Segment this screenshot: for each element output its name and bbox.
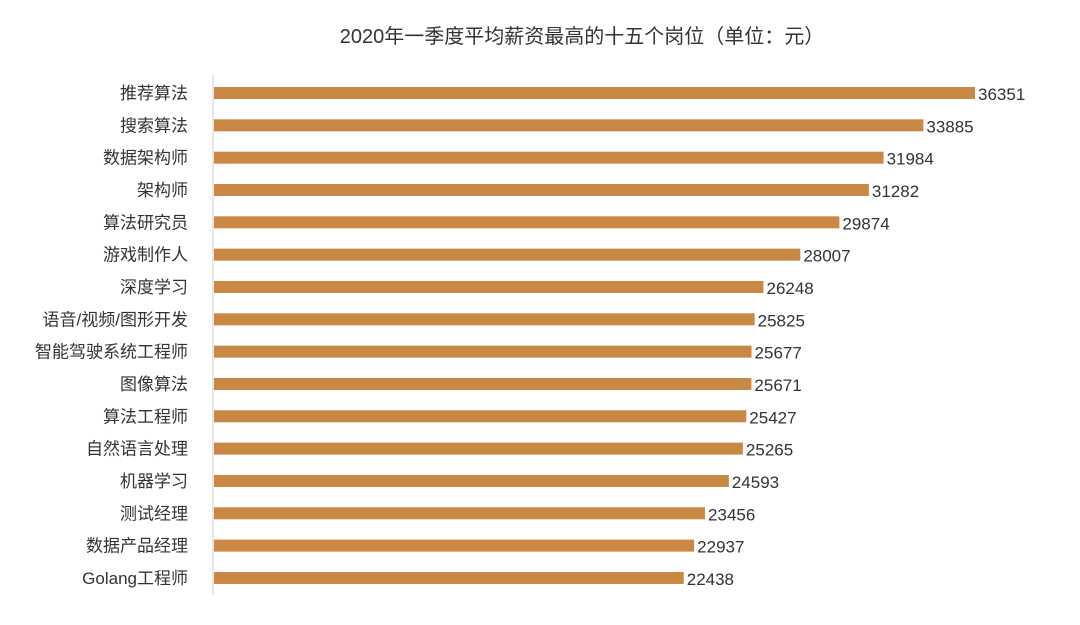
bar xyxy=(214,280,764,293)
category-label: 数据产品经理 xyxy=(86,537,188,556)
data-label: 25677 xyxy=(755,344,802,363)
bar xyxy=(214,442,743,455)
data-label: 22438 xyxy=(687,570,734,589)
bar xyxy=(214,410,747,423)
category-label: 机器学习 xyxy=(120,472,188,491)
category-label: 架构师 xyxy=(137,181,188,200)
data-label: 25427 xyxy=(749,408,796,427)
category-label: 推荐算法 xyxy=(120,84,188,103)
data-label: 28007 xyxy=(803,247,850,266)
bar xyxy=(214,87,975,99)
bar xyxy=(214,345,752,358)
category-label: 测试经理 xyxy=(120,504,188,523)
category-label: 算法研究员 xyxy=(103,213,188,232)
bar xyxy=(214,216,840,229)
bar xyxy=(214,248,801,261)
category-label: 算法工程师 xyxy=(103,407,188,426)
bar xyxy=(214,119,924,132)
category-label: Golang工程师 xyxy=(82,569,188,588)
category-label: 搜索算法 xyxy=(120,116,188,135)
bar xyxy=(214,151,884,164)
data-label: 29874 xyxy=(842,214,889,233)
category-label: 游戏制作人 xyxy=(103,246,188,265)
data-label: 36351 xyxy=(978,85,1025,104)
bar xyxy=(214,571,684,584)
category-label: 自然语言处理 xyxy=(86,440,188,459)
chart-title: 2020年一季度平均薪资最高的十五个岗位（单位：元） xyxy=(339,26,825,48)
category-label: 深度学习 xyxy=(120,278,188,297)
data-label: 26248 xyxy=(766,279,813,298)
data-label: 23456 xyxy=(708,505,755,524)
data-label: 24593 xyxy=(732,473,779,492)
bar xyxy=(214,507,706,520)
data-label: 25825 xyxy=(758,311,805,330)
data-label: 25265 xyxy=(746,441,793,460)
category-label: 智能驾驶系统工程师 xyxy=(35,343,188,362)
category-label: 图像算法 xyxy=(120,375,188,394)
data-label: 31984 xyxy=(887,150,934,169)
data-label: 31282 xyxy=(872,182,919,201)
data-label: 33885 xyxy=(926,117,973,136)
category-label: 数据架构师 xyxy=(103,149,188,168)
category-label: 语音/视频/图形开发 xyxy=(43,310,188,329)
bar xyxy=(214,377,752,390)
data-label: 25671 xyxy=(754,376,801,395)
bar xyxy=(214,539,695,552)
bar xyxy=(214,474,729,487)
bar xyxy=(214,183,869,196)
data-label: 22937 xyxy=(697,538,744,557)
bar xyxy=(214,313,755,326)
